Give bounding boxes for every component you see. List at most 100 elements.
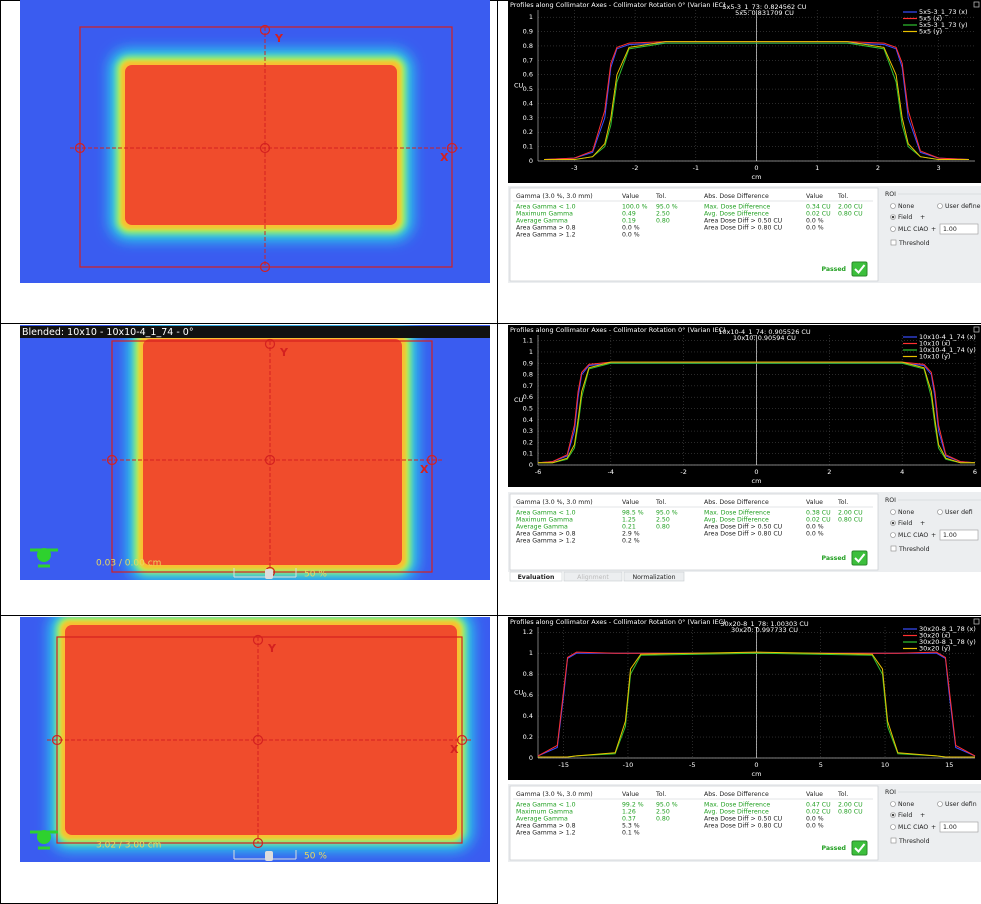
gamma-value: 2.9 % — [622, 531, 640, 538]
table-header: Tol. — [655, 193, 666, 200]
legend-label: 5x5 (y) — [919, 28, 942, 36]
legend-label: 30x20-8_1_78 (x) — [919, 625, 976, 633]
radio-dot — [891, 813, 895, 817]
crosshair-handle — [259, 261, 271, 273]
dose-tol: 2.00 CU — [838, 204, 863, 211]
radio — [890, 203, 896, 209]
y-tick-label: 0.6 — [523, 71, 533, 79]
crosshair-handle — [264, 454, 276, 466]
legend-label: 10x10 (x) — [919, 340, 950, 348]
table-header: Value — [806, 193, 823, 200]
checkbox — [890, 545, 897, 552]
y-tick-label: 0.4 — [523, 99, 533, 107]
radio — [937, 203, 943, 209]
gamma-tol: 0.80 — [656, 218, 670, 225]
table-header: Tol. — [837, 791, 848, 798]
x-tick-label: 5 — [819, 761, 823, 769]
x-tick-label: 0 — [754, 468, 758, 476]
table-header: Gamma (3.0 %, 3.0 mm) — [516, 499, 593, 506]
tab-bar: Evaluation Alignment Normalization — [509, 571, 685, 582]
orientation-icon — [30, 548, 58, 568]
dose-label: Avg. Dose Difference — [704, 809, 769, 816]
dose-image: Y X 3.02 / 3.00 cm 50 % — [20, 617, 490, 862]
gamma-tol: 95.0 % — [656, 802, 678, 809]
dose-value: 0.0 % — [806, 524, 824, 531]
factor-input — [939, 529, 979, 541]
chart-title: Profiles along Collimator Axes - Collima… — [510, 1, 726, 9]
y-tick-label: 0.2 — [523, 733, 533, 741]
axis-label-x: X — [440, 151, 449, 164]
axis-label-x: X — [420, 463, 429, 476]
gamma-label: Average Gamma — [516, 218, 568, 225]
y-tick-label: 0.3 — [523, 427, 533, 435]
slider-value: 50 % — [304, 570, 327, 580]
gamma-value: 99.2 % — [622, 802, 644, 809]
dose-image: Y X Blended: 10x10 - 10x10-4_1_74 - 0° 0.03… — [20, 325, 490, 580]
y-tick-label: 1.1 — [523, 337, 533, 345]
chart-title: Profiles along Collimator Axes - Collima… — [510, 618, 726, 626]
y-tick-label: 1.2 — [523, 628, 533, 636]
table-header: Abs. Dose Difference — [704, 193, 769, 200]
window-button — [973, 618, 980, 625]
gamma-value: 0.19 — [622, 218, 636, 225]
roi-threshold: Threshold — [898, 838, 930, 845]
window-button — [973, 1, 980, 8]
x-tick-label: 15 — [945, 761, 953, 769]
evaluation-panel: Gamma (3.0 %, 3.0 mm) Value Tol. Abs. Dose … — [508, 784, 981, 862]
results-box — [509, 493, 879, 571]
y-axis-label: CU — [514, 396, 524, 404]
axis-label-y: Y — [279, 346, 289, 359]
legend-label: 10x10-4_1_74 (y) — [919, 346, 976, 354]
gamma-label: Maximum Gamma — [516, 809, 573, 816]
status-check — [854, 553, 866, 563]
dose-tol: 0.80 CU — [838, 809, 863, 816]
dose-value: 0.34 CU — [806, 204, 831, 211]
x-tick-label: -1 — [693, 164, 699, 172]
y-tick-label: 0.6 — [523, 691, 533, 699]
x-tick-label: 10 — [881, 761, 889, 769]
tab — [623, 571, 685, 582]
gamma-tol: 95.0 % — [656, 510, 678, 517]
profile-chart: Profiles along Collimator Axes - Collima… — [508, 617, 981, 780]
table-header: Value — [806, 499, 823, 506]
y-tick-label: 0.5 — [523, 85, 533, 93]
cursor-readout: 10x10-4_1_74: 0.905526 CU — [718, 328, 811, 336]
y-tick-label: 0 — [529, 461, 533, 469]
x-tick-label: -3 — [571, 164, 577, 172]
legend-label: 10x10 (y) — [919, 353, 950, 361]
slider-thumb — [265, 851, 273, 861]
tab-label: Normalization — [633, 574, 676, 581]
slider-value: 50 % — [304, 852, 327, 862]
x-tick-label: 4 — [900, 468, 904, 476]
gamma-tol: 2.50 — [656, 517, 670, 524]
x-tick-label: -6 — [535, 468, 541, 476]
gamma-value: 0.0 % — [622, 232, 640, 239]
gamma-tol: 0.80 — [656, 524, 670, 531]
y-tick-label: 0.1 — [523, 450, 533, 458]
y-tick-label: 0.6 — [523, 393, 533, 401]
crosshair-handle — [259, 142, 271, 154]
dose-tol: 0.80 CU — [838, 211, 863, 218]
y-tick-label: 0 — [529, 754, 533, 762]
dose-value: 0.0 % — [806, 218, 824, 225]
y-tick-label: 0.9 — [523, 359, 533, 367]
status-icon — [851, 261, 868, 277]
x-tick-label: -5 — [689, 761, 695, 769]
x-tick-label: 2 — [827, 468, 831, 476]
dose-tol: 2.00 CU — [838, 510, 863, 517]
x-tick-label: -10 — [623, 761, 634, 769]
roi-option: Field — [898, 812, 912, 819]
gamma-value: 1.26 — [622, 809, 636, 816]
tab — [563, 571, 623, 582]
x-tick-label: 6 — [973, 468, 977, 476]
legend-label: 5x5-3_1_73 (x) — [919, 8, 968, 16]
tab — [509, 571, 563, 582]
crosshair-handle — [426, 454, 438, 466]
x-tick-label: 2 — [876, 164, 880, 172]
roi-plus: + — [931, 824, 936, 831]
y-tick-label: 0.4 — [523, 416, 533, 424]
dose-label: Avg. Dose Difference — [704, 211, 769, 218]
roi-option: User defi — [945, 509, 973, 516]
roi-option: None — [898, 801, 914, 808]
gamma-value: 5.3 % — [622, 823, 640, 830]
